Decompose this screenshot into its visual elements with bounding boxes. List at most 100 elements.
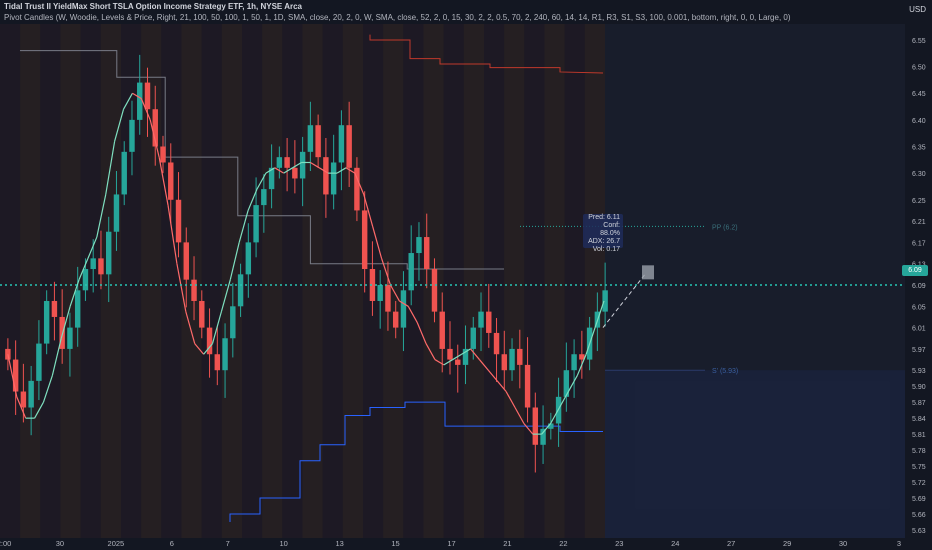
y-tick-label: 5.93: [912, 368, 926, 375]
sma-segment: [265, 167, 276, 174]
sma-segment: [114, 109, 125, 142]
candle-body: [509, 348, 515, 371]
session-band: [544, 24, 565, 538]
prediction-tooltip: Pred: 6.11 Conf: 88.0% ADX: 26.7 Vol: 0.…: [583, 214, 623, 253]
x-tick-label: 13: [335, 539, 343, 548]
sma-segment: [176, 263, 187, 312]
candle-body: [160, 146, 166, 163]
sma-segment: [203, 343, 213, 355]
candle-body: [137, 82, 143, 120]
y-tick-label: 6.21: [912, 219, 926, 226]
sma-segment: [283, 167, 293, 174]
candle-body: [416, 237, 422, 254]
sma-segment: [149, 119, 160, 158]
session-band: [40, 24, 61, 538]
candle-body: [354, 167, 360, 211]
sma-segment: [69, 279, 80, 307]
session-band: [484, 24, 505, 538]
y-tick-label: 6.30: [912, 171, 926, 178]
candle-body: [230, 306, 236, 339]
candle-body: [424, 237, 430, 270]
session-band: [564, 24, 585, 538]
candle-body: [191, 279, 197, 301]
sma-segment: [132, 92, 142, 100]
candle-body: [292, 167, 298, 179]
candle-body: [199, 300, 205, 328]
session-band: [100, 24, 121, 538]
sma-segment: [478, 359, 489, 371]
y-tick-label: 5.72: [912, 480, 926, 487]
candle-body: [175, 199, 182, 243]
candle-body: [98, 258, 104, 275]
x-tick-label: 30: [56, 539, 64, 548]
session-band: [0, 24, 21, 538]
candle-body: [129, 119, 135, 152]
candle-body: [548, 423, 554, 429]
candle-body: [439, 311, 445, 349]
x-tick-label: 22: [559, 539, 567, 548]
prediction-path: [602, 274, 646, 328]
candle-body: [571, 354, 577, 371]
session-band: [584, 24, 605, 538]
session-band: [20, 24, 41, 538]
candle-body: [28, 380, 34, 408]
sma-segment: [434, 359, 445, 366]
candle-body: [90, 258, 96, 270]
sma-segment: [380, 258, 392, 286]
sma-segment: [158, 157, 169, 206]
session-band: [161, 24, 182, 538]
x-tick-label: 10: [280, 539, 288, 548]
candle-body: [462, 348, 469, 365]
y-tick-label: 5.84: [912, 416, 926, 423]
candle-body: [400, 290, 407, 328]
candle-body: [276, 157, 283, 168]
forecast-area: [605, 24, 905, 538]
sma-segment: [96, 194, 107, 238]
session-band: [463, 24, 484, 538]
indicator-legend[interactable]: Pivot Candles (W, Woodie, Levels & Price…: [4, 13, 791, 22]
candle-body: [67, 327, 73, 349]
candle-body: [206, 327, 213, 355]
candle-body: [338, 125, 345, 163]
candle-body: [36, 343, 42, 381]
x-tick-label: 29: [783, 539, 791, 548]
sma-segment: [87, 236, 98, 259]
y-tick-label: 6.35: [912, 145, 926, 152]
x-tick-label: 2025: [108, 539, 125, 548]
candle-body: [237, 274, 244, 307]
y-tick-label: 6.25: [912, 198, 926, 205]
session-band: [60, 24, 81, 538]
pivot-line: [20, 50, 504, 270]
candle-body: [20, 391, 27, 408]
sma-segment: [123, 92, 133, 110]
sma-segment: [567, 375, 578, 392]
currency-label[interactable]: USD: [909, 5, 926, 14]
sma-segment: [34, 401, 44, 419]
candle-body: [245, 242, 252, 275]
candle-body: [12, 359, 19, 392]
candle-body: [43, 300, 50, 344]
sma-segment: [523, 423, 534, 435]
x-tick-label: 3: [897, 539, 901, 548]
sma-segment: [550, 407, 561, 424]
session-band: [221, 24, 242, 538]
candle-body: [392, 311, 399, 328]
session-band: [141, 24, 162, 538]
candle-body: [323, 157, 329, 195]
y-tick-label: 6.01: [912, 326, 926, 333]
y-tick-label: 6.50: [912, 65, 926, 72]
sma-segment: [336, 167, 347, 174]
candle-body: [261, 189, 267, 206]
candle-body: [330, 162, 337, 195]
sma-segment: [407, 306, 418, 323]
x-tick-label: 7: [226, 539, 230, 548]
candle-body: [361, 210, 368, 270]
x-tick-label: 27: [727, 539, 735, 548]
y-tick-label: 5.78: [912, 448, 926, 455]
x-tick-label: 2:00: [0, 539, 11, 548]
sma-segment: [238, 210, 249, 243]
session-band: [242, 24, 263, 538]
y-tick-label: 5.69: [912, 496, 926, 503]
tooltip-vol: Vol: 0.17: [592, 246, 620, 253]
